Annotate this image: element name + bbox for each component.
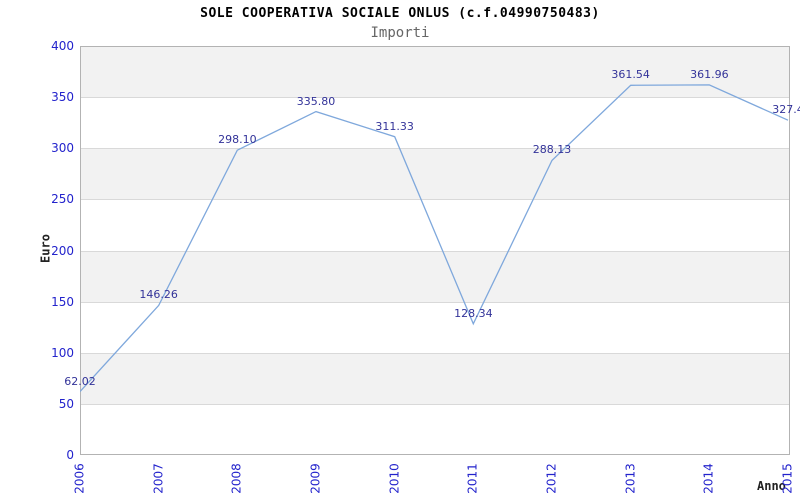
grid-band (81, 302, 789, 354)
y-axis-tick: 100 (51, 345, 74, 360)
grid-band (81, 149, 789, 201)
y-axis-tick: 0 (66, 448, 74, 462)
grid-band (81, 251, 789, 303)
y-axis-tick: 300 (51, 141, 74, 156)
chart-subtitle: Importi (370, 25, 430, 41)
data-point-label: 361.96 (690, 67, 729, 81)
data-point-label: 298.10 (218, 133, 257, 147)
y-axis-tick: 350 (51, 90, 74, 105)
gridline (81, 301, 789, 303)
x-axis-tick: 2010 (387, 463, 402, 494)
data-point-label: 62.02 (64, 374, 96, 388)
gridline (81, 403, 789, 405)
gridline (81, 148, 789, 150)
grid-band (81, 47, 789, 99)
series-line-layer (80, 84, 789, 393)
data-point-label: 361.54 (611, 68, 650, 82)
y-axis-tick: 150 (51, 294, 74, 309)
series-line (80, 84, 789, 393)
data-point-label: 288.13 (532, 143, 572, 157)
gridline (81, 352, 789, 354)
data-point-label: 335.80 (296, 94, 336, 108)
x-axis-tick: 2007 (151, 463, 166, 494)
grid-band (81, 404, 789, 454)
y-axis-tick: 250 (51, 192, 74, 207)
y-axis-tick: 200 (51, 243, 74, 258)
grid-band (81, 353, 789, 405)
x-axis-tick: 2015 (780, 463, 795, 494)
y-axis-tick: 400 (51, 39, 74, 53)
data-point-label: 146.26 (139, 288, 178, 302)
x-axis-tick: 2012 (544, 463, 559, 494)
x-axis-tick: 2006 (72, 463, 87, 494)
data-point-label: 327.4 (772, 103, 800, 117)
x-axis-title: Anno (757, 479, 786, 493)
grid-band (81, 98, 789, 150)
x-axis-tick: 2013 (623, 463, 638, 494)
x-axis-tick: 2008 (229, 463, 244, 494)
data-point-label: 311.33 (375, 119, 414, 133)
chart-title: SOLE COOPERATIVA SOCIALE ONLUS (c.f.0499… (200, 6, 600, 21)
gridline (81, 97, 789, 99)
gridline (81, 199, 789, 201)
x-axis-tick: 2009 (308, 463, 323, 494)
y-axis-tick: 50 (58, 396, 74, 411)
x-axis-tick: 2011 (465, 463, 480, 494)
gridline (81, 250, 789, 252)
x-axis-tick: 2014 (701, 463, 716, 494)
data-point-label: 128.34 (454, 306, 493, 320)
